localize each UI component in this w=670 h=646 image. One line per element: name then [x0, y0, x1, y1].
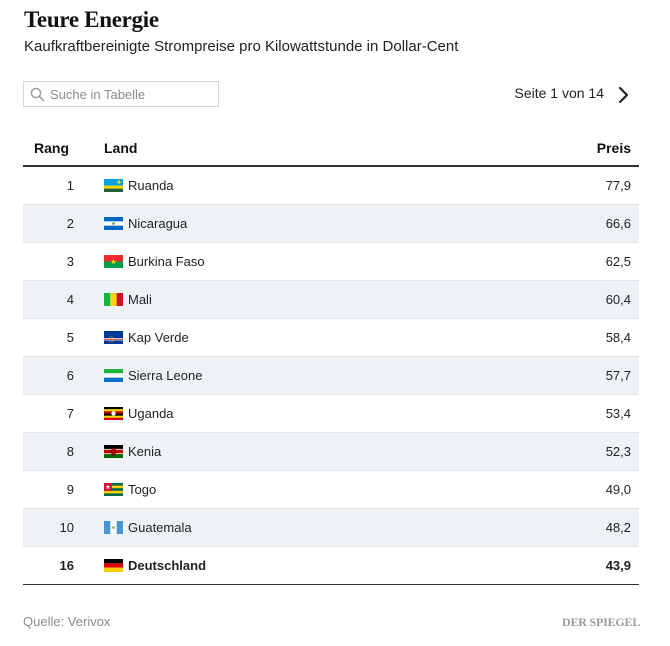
rank-cell: 16 — [23, 546, 74, 585]
rwanda-flag-icon — [104, 179, 123, 192]
table-body: 1 Ruanda 77,9 2 Nicaragua 66,6 3 Burkina Faso 62… — [23, 166, 639, 585]
table-row: 7 Uganda 53,4 — [23, 394, 639, 433]
country-name: Nicaragua — [128, 216, 188, 231]
search-box[interactable] — [23, 81, 219, 107]
country-cell: Sierra Leone — [104, 356, 511, 395]
price-cell: 77,9 — [511, 166, 639, 205]
rank-cell: 2 — [23, 204, 74, 243]
price-cell: 66,6 — [511, 204, 639, 243]
country-name: Mali — [128, 292, 152, 307]
next-page-button[interactable] — [612, 84, 634, 106]
table-row: 2 Nicaragua 66,6 — [23, 204, 639, 243]
mali-flag-icon — [104, 293, 123, 306]
column-header-land[interactable]: Land — [104, 130, 511, 167]
country-name: Burkina Faso — [128, 254, 205, 269]
chevron-right-icon — [618, 86, 629, 104]
country-cell: Deutschland — [104, 546, 511, 585]
rank-cell: 9 — [23, 470, 74, 509]
country-cell: Kap Verde — [104, 318, 511, 357]
table-row: 5 Kap Verde 58,4 — [23, 318, 639, 357]
page-subtitle: Kaufkraftbereinigte Strompreise pro Kilo… — [24, 38, 459, 55]
column-header-preis[interactable]: Preis — [511, 130, 639, 167]
table-header-row: Rang Land Preis — [23, 130, 639, 167]
rank-cell: 6 — [23, 356, 74, 395]
country-cell: Uganda — [104, 394, 511, 433]
nicaragua-flag-icon — [104, 217, 123, 230]
table-row: 9 Togo 49,0 — [23, 470, 639, 509]
country-name: Kap Verde — [128, 330, 189, 345]
price-cell: 57,7 — [511, 356, 639, 395]
search-input[interactable] — [50, 82, 214, 106]
rank-cell: 8 — [23, 432, 74, 471]
kenya-flag-icon — [104, 445, 123, 458]
country-name: Guatemala — [128, 520, 192, 535]
price-cell: 53,4 — [511, 394, 639, 433]
price-cell: 60,4 — [511, 280, 639, 319]
search-icon — [30, 87, 45, 102]
togo-flag-icon — [104, 483, 123, 496]
source-note: Quelle: Verivox — [23, 614, 111, 629]
burkina-faso-flag-icon — [104, 255, 123, 268]
country-name: Uganda — [128, 406, 174, 421]
country-name: Sierra Leone — [128, 368, 203, 383]
country-name: Kenia — [128, 444, 162, 459]
germany-flag-icon — [104, 559, 123, 572]
price-cell: 62,5 — [511, 242, 639, 281]
rank-cell: 4 — [23, 280, 74, 319]
price-cell: 58,4 — [511, 318, 639, 357]
pagination-label: Seite 1 von 14 — [514, 85, 604, 101]
rank-cell: 7 — [23, 394, 74, 433]
price-cell: 52,3 — [511, 432, 639, 471]
country-cell: Guatemala — [104, 508, 511, 547]
cape-verde-flag-icon — [104, 331, 123, 344]
country-name: Deutschland — [128, 558, 207, 573]
country-cell: Mali — [104, 280, 511, 319]
rank-cell: 5 — [23, 318, 74, 357]
rank-cell: 3 — [23, 242, 74, 281]
column-header-rang[interactable]: Rang — [23, 130, 74, 167]
country-cell: Nicaragua — [104, 204, 511, 243]
country-cell: Ruanda — [104, 166, 511, 205]
guatemala-flag-icon — [104, 521, 123, 534]
country-cell: Kenia — [104, 432, 511, 471]
brand-logo: DER SPIEGEL — [562, 615, 641, 629]
table-row: 10 Guatemala 48,2 — [23, 508, 639, 547]
country-cell: Burkina Faso — [104, 242, 511, 281]
price-cell: 43,9 — [511, 546, 639, 585]
rank-cell: 1 — [23, 166, 74, 205]
table-row: 3 Burkina Faso 62,5 — [23, 242, 639, 281]
country-name: Togo — [128, 482, 157, 497]
price-cell: 49,0 — [511, 470, 639, 509]
country-cell: Togo — [104, 470, 511, 509]
table-row-highlighted: 16 Deutschland 43,9 — [23, 546, 639, 585]
table-row: 1 Ruanda 77,9 — [23, 166, 639, 205]
sierra-leone-flag-icon — [104, 369, 123, 382]
page-title: Teure Energie — [24, 7, 159, 32]
price-cell: 48,2 — [511, 508, 639, 547]
uganda-flag-icon — [104, 407, 123, 420]
table-row: 6 Sierra Leone 57,7 — [23, 356, 639, 395]
price-table: Rang Land Preis 1 Ruanda 77,9 2 Nicaragua 66,… — [23, 130, 639, 585]
table-row: 8 Kenia 52,3 — [23, 432, 639, 471]
table-row: 4 Mali 60,4 — [23, 280, 639, 319]
country-name: Ruanda — [128, 178, 174, 193]
rank-cell: 10 — [23, 508, 74, 547]
